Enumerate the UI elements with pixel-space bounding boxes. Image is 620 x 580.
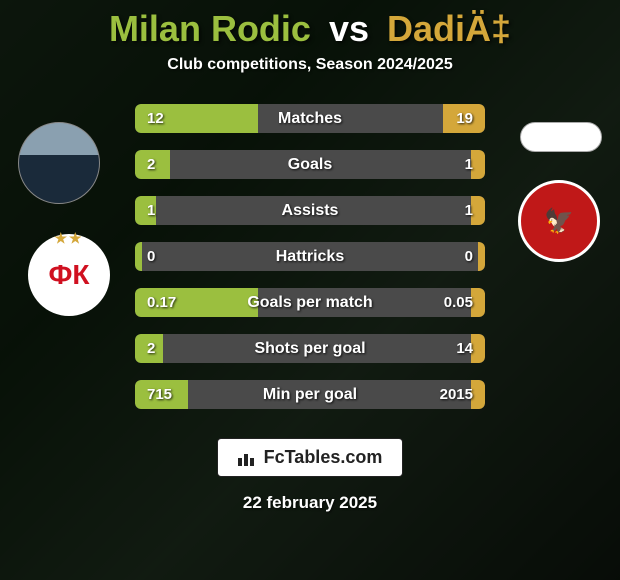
- stat-label: Shots per goal: [135, 340, 485, 358]
- player1-name: Milan Rodic: [109, 8, 311, 49]
- stat-row: 214Shots per goal: [135, 334, 485, 363]
- watermark: FcTables.com: [217, 438, 404, 477]
- watermark-text: FcTables.com: [264, 447, 383, 468]
- stats-block: 1219Matches 21Goals 11Assists 00Hattricks 0.…: [135, 104, 485, 426]
- stat-row: 21Goals: [135, 150, 485, 179]
- player2-name: DadiÄ‡: [387, 8, 511, 49]
- stat-row: 11Assists: [135, 196, 485, 225]
- content: Milan Rodic vs DadiÄ‡ Club competitions,…: [0, 0, 620, 580]
- player1-club-badge: ФК: [28, 234, 110, 316]
- stat-row: 00Hattricks: [135, 242, 485, 271]
- chart-icon: [238, 450, 258, 466]
- eagle-icon: 🦅: [544, 207, 574, 236]
- player1-club-initials: ФК: [49, 259, 90, 291]
- stat-row: 0.170.05Goals per match: [135, 288, 485, 317]
- container: Milan Rodic vs DadiÄ‡ Club competitions,…: [0, 0, 620, 580]
- stat-row: 7152015Min per goal: [135, 380, 485, 409]
- subtitle: Club competitions, Season 2024/2025: [167, 56, 452, 74]
- date-text: 22 february 2025: [243, 493, 377, 513]
- stat-row: 1219Matches: [135, 104, 485, 133]
- stat-label: Assists: [135, 202, 485, 220]
- stat-label: Goals per match: [135, 294, 485, 312]
- player2-photo: [520, 122, 602, 152]
- stat-label: Hattricks: [135, 248, 485, 266]
- player2-club-badge: 🦅: [518, 180, 600, 262]
- stat-label: Goals: [135, 156, 485, 174]
- vs-text: vs: [329, 8, 369, 49]
- player1-photo: [18, 122, 100, 204]
- stat-label: Matches: [135, 110, 485, 128]
- page-title: Milan Rodic vs DadiÄ‡: [109, 8, 511, 50]
- stat-label: Min per goal: [135, 386, 485, 404]
